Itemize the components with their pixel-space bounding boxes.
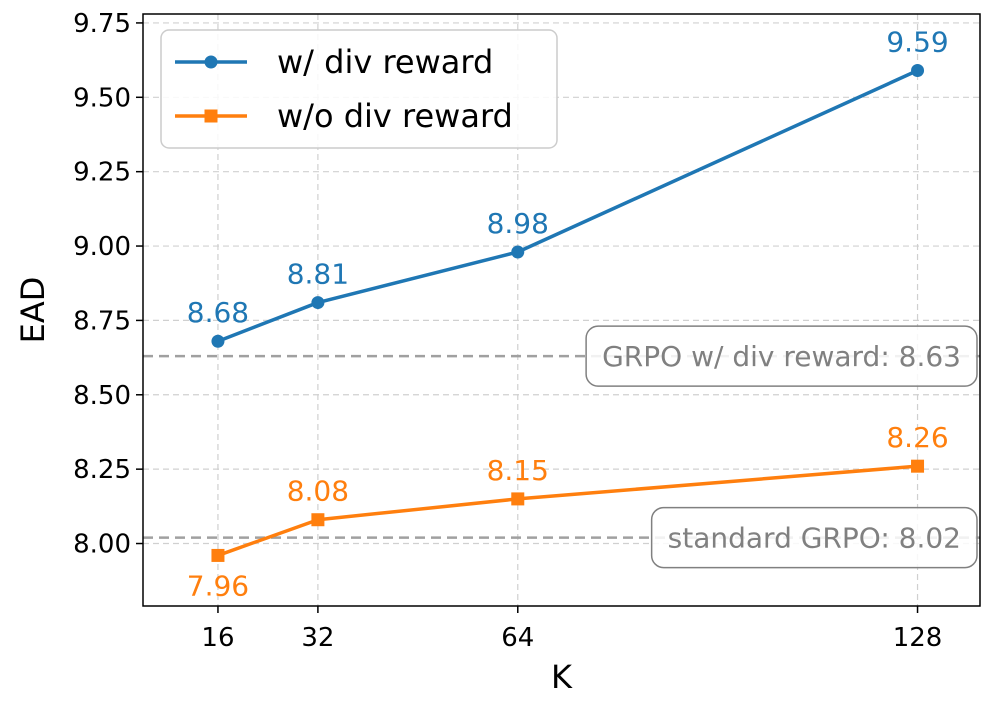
data-point bbox=[511, 245, 525, 259]
y-tick-label: 8.50 bbox=[73, 381, 131, 411]
reference-label-text: standard GRPO: 8.02 bbox=[668, 522, 961, 555]
data-point bbox=[311, 296, 325, 310]
data-label: 8.26 bbox=[886, 421, 948, 454]
x-tick-label: 128 bbox=[893, 623, 943, 653]
data-label: 8.68 bbox=[187, 296, 249, 329]
data-point bbox=[911, 459, 925, 473]
reference-lines: GRPO w/ div reward: 8.63 standard GRPO: 8… bbox=[143, 325, 980, 569]
legend-box bbox=[160, 29, 558, 149]
y-tick-label: 8.75 bbox=[73, 306, 131, 336]
legend: w/ div reward w/o div reward bbox=[160, 29, 558, 149]
data-label: 8.15 bbox=[487, 454, 549, 487]
legend-label: w/o div reward bbox=[277, 97, 513, 135]
legend-label: w/ div reward bbox=[277, 43, 493, 81]
data-label: 8.08 bbox=[287, 475, 349, 508]
data-point bbox=[211, 548, 225, 562]
data-label: 9.59 bbox=[886, 26, 948, 59]
data-point bbox=[211, 334, 225, 348]
data-point bbox=[911, 64, 925, 78]
y-tick-label: 9.50 bbox=[73, 83, 131, 113]
data-label: 7.96 bbox=[187, 569, 249, 602]
y-tick-label: 9.25 bbox=[73, 158, 131, 188]
data-label: 8.98 bbox=[487, 207, 549, 240]
x-tick-label: 16 bbox=[201, 623, 234, 653]
reference-label: GRPO w/ div reward: 8.63 bbox=[585, 325, 978, 387]
x-tick-label: 64 bbox=[501, 623, 534, 653]
y-tick-label: 8.25 bbox=[73, 455, 131, 485]
data-point bbox=[511, 492, 525, 506]
series-layer bbox=[211, 64, 925, 562]
reference-label-text: GRPO w/ div reward: 8.63 bbox=[602, 340, 961, 373]
tick-layer: 8.00 8.25 8.50 8.75 9.00 9.25 9.50 9.75 16 32 64 12… bbox=[73, 9, 942, 653]
y-axis-title: EAD bbox=[14, 277, 52, 344]
y-tick-label: 8.00 bbox=[73, 530, 131, 560]
reference-label-box bbox=[585, 325, 978, 387]
series-line bbox=[217, 68, 919, 343]
data-labels: 8.68 8.81 8.98 9.59 7.96 8.08 8.15 8.26 bbox=[187, 26, 949, 603]
legend-marker bbox=[204, 109, 218, 123]
reference-label-box bbox=[650, 506, 978, 569]
x-tick-label: 32 bbox=[301, 623, 334, 653]
x-axis-title: K bbox=[551, 658, 573, 696]
series-line bbox=[217, 464, 918, 558]
plot-frame bbox=[142, 13, 981, 607]
data-point bbox=[311, 513, 325, 527]
reference-label: standard GRPO: 8.02 bbox=[650, 506, 978, 569]
y-tick-label: 9.00 bbox=[73, 232, 131, 262]
legend-marker bbox=[204, 55, 218, 69]
data-label: 8.81 bbox=[287, 258, 349, 291]
y-tick-label: 9.75 bbox=[73, 9, 131, 39]
